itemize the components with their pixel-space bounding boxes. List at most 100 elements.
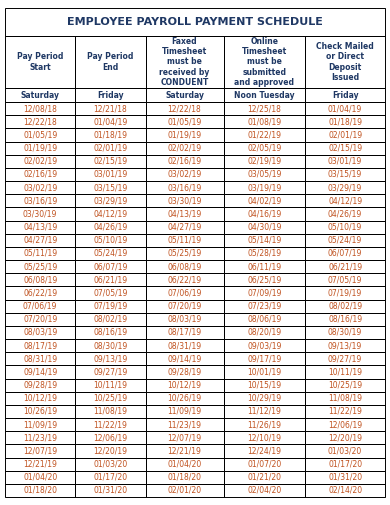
- Bar: [75, 431, 145, 444]
- Bar: [145, 36, 223, 88]
- Bar: [75, 234, 145, 247]
- Bar: [75, 444, 145, 458]
- Bar: [75, 339, 145, 352]
- Bar: [75, 141, 145, 155]
- Bar: [305, 299, 385, 313]
- Bar: [145, 88, 223, 102]
- Text: 09/27/19: 09/27/19: [93, 368, 128, 376]
- Bar: [75, 365, 145, 379]
- Bar: [145, 221, 223, 234]
- Bar: [223, 36, 305, 88]
- Bar: [223, 418, 305, 431]
- Bar: [145, 102, 223, 115]
- Text: 12/07/19: 12/07/19: [23, 446, 57, 456]
- Text: 03/16/19: 03/16/19: [167, 183, 202, 192]
- Text: Pay Period
End: Pay Period End: [87, 53, 134, 72]
- Bar: [145, 88, 223, 102]
- Text: 09/14/19: 09/14/19: [23, 368, 57, 376]
- Bar: [145, 260, 223, 273]
- Bar: [305, 458, 385, 471]
- Bar: [145, 168, 223, 181]
- Text: 10/26/19: 10/26/19: [167, 394, 202, 403]
- Bar: [305, 326, 385, 339]
- Text: 03/15/19: 03/15/19: [328, 170, 362, 179]
- Bar: [75, 88, 145, 102]
- Text: 05/11/19: 05/11/19: [167, 236, 202, 245]
- Bar: [223, 208, 305, 221]
- Text: 09/14/19: 09/14/19: [167, 354, 202, 363]
- Text: 05/25/19: 05/25/19: [167, 249, 202, 258]
- Bar: [145, 194, 223, 208]
- Bar: [145, 418, 223, 431]
- Bar: [223, 141, 305, 155]
- Text: 12/06/19: 12/06/19: [93, 433, 128, 442]
- Bar: [145, 339, 223, 352]
- Text: 04/02/19: 04/02/19: [247, 196, 282, 205]
- Text: 12/20/19: 12/20/19: [328, 433, 362, 442]
- Bar: [75, 36, 145, 88]
- Bar: [75, 299, 145, 313]
- Text: 04/12/19: 04/12/19: [328, 196, 362, 205]
- Bar: [75, 102, 145, 115]
- Bar: [75, 392, 145, 405]
- Text: Faxed
Timesheet
must be
received by
CONDUENT: Faxed Timesheet must be received by COND…: [160, 37, 210, 86]
- Bar: [223, 405, 305, 418]
- Bar: [223, 168, 305, 181]
- Bar: [223, 221, 305, 234]
- Text: 08/17/19: 08/17/19: [167, 328, 202, 337]
- Bar: [75, 418, 145, 431]
- Text: 12/21/19: 12/21/19: [168, 446, 202, 456]
- Bar: [5, 484, 75, 497]
- Text: 03/29/19: 03/29/19: [93, 196, 128, 205]
- Bar: [5, 194, 75, 208]
- Bar: [75, 155, 145, 168]
- Text: 01/03/20: 01/03/20: [93, 460, 128, 469]
- Bar: [305, 234, 385, 247]
- Text: 12/21/19: 12/21/19: [23, 460, 57, 469]
- Text: 08/03/19: 08/03/19: [23, 328, 57, 337]
- Text: 11/08/19: 11/08/19: [94, 407, 128, 416]
- Bar: [223, 286, 305, 299]
- Text: Saturday: Saturday: [21, 90, 60, 99]
- Bar: [145, 247, 223, 260]
- Bar: [305, 431, 385, 444]
- Text: 05/10/19: 05/10/19: [328, 223, 362, 232]
- Bar: [145, 155, 223, 168]
- Text: 03/16/19: 03/16/19: [23, 196, 57, 205]
- Bar: [223, 299, 305, 313]
- Bar: [305, 234, 385, 247]
- Text: 02/16/19: 02/16/19: [23, 170, 57, 179]
- Bar: [75, 313, 145, 326]
- Bar: [75, 221, 145, 234]
- Text: 04/30/19: 04/30/19: [247, 223, 282, 232]
- Text: 10/25/19: 10/25/19: [93, 394, 128, 403]
- Bar: [5, 339, 75, 352]
- Text: 01/04/19: 01/04/19: [328, 104, 362, 113]
- Bar: [145, 444, 223, 458]
- Bar: [5, 36, 75, 88]
- Bar: [75, 484, 145, 497]
- Bar: [145, 365, 223, 379]
- Bar: [145, 444, 223, 458]
- Bar: [223, 155, 305, 168]
- Bar: [145, 484, 223, 497]
- Bar: [5, 392, 75, 405]
- Bar: [5, 458, 75, 471]
- Text: 12/25/18: 12/25/18: [247, 104, 281, 113]
- Bar: [5, 102, 75, 115]
- Bar: [5, 326, 75, 339]
- Text: 11/22/19: 11/22/19: [328, 407, 362, 416]
- Bar: [75, 88, 145, 102]
- Bar: [223, 418, 305, 431]
- Text: 12/06/19: 12/06/19: [328, 420, 362, 429]
- Bar: [75, 458, 145, 471]
- Bar: [5, 260, 75, 273]
- Bar: [145, 379, 223, 392]
- Bar: [5, 168, 75, 181]
- Bar: [145, 247, 223, 260]
- Bar: [223, 194, 305, 208]
- Bar: [5, 208, 75, 221]
- Bar: [223, 392, 305, 405]
- Bar: [223, 392, 305, 405]
- Bar: [145, 458, 223, 471]
